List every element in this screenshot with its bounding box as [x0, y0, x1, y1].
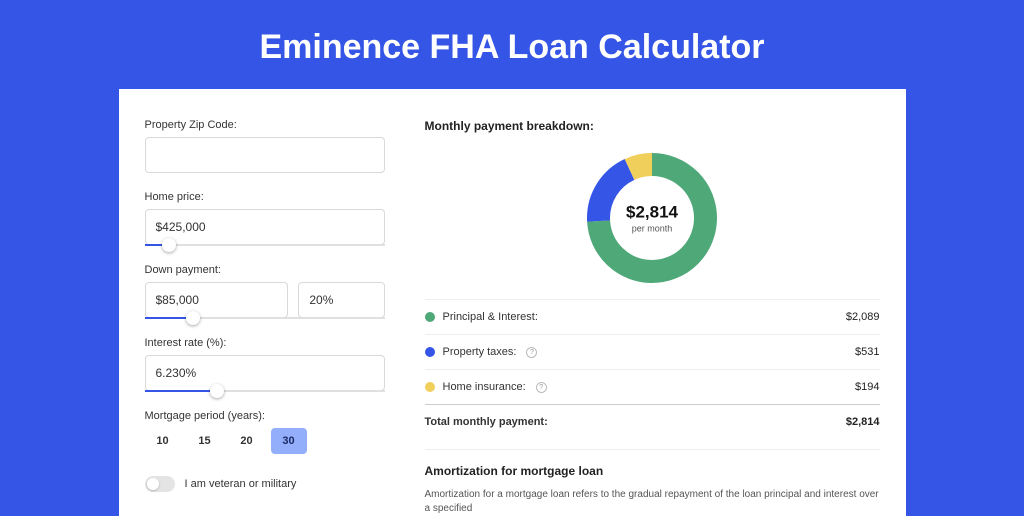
- down-payment-label: Down payment:: [145, 264, 385, 276]
- amortization-title: Amortization for mortgage loan: [425, 464, 880, 478]
- info-icon[interactable]: ?: [526, 347, 537, 358]
- home-price-slider-thumb[interactable]: [162, 238, 176, 252]
- down-payment-slider-thumb[interactable]: [186, 311, 200, 325]
- veteran-toggle-knob: [147, 478, 159, 490]
- breakdown-swatch: [425, 382, 435, 392]
- breakdown-column: Monthly payment breakdown: $2,814 per mo…: [425, 119, 880, 516]
- donut-center: $2,814 per month: [626, 203, 678, 234]
- interest-rate-slider-thumb[interactable]: [210, 384, 224, 398]
- breakdown-line-value: $531: [855, 346, 879, 358]
- breakdown-line-left: Principal & Interest:: [425, 311, 538, 323]
- period-btn-20[interactable]: 20: [229, 428, 265, 454]
- veteran-toggle[interactable]: [145, 476, 175, 492]
- down-payment-amount-input[interactable]: [145, 282, 289, 318]
- breakdown-total-line: Total monthly payment: $2,814: [425, 404, 880, 439]
- breakdown-line-label: Home insurance:: [443, 381, 526, 393]
- donut-chart: $2,814 per month: [587, 153, 717, 283]
- zip-label: Property Zip Code:: [145, 119, 385, 131]
- period-btn-15[interactable]: 15: [187, 428, 223, 454]
- breakdown-line-value: $194: [855, 381, 879, 393]
- period-btn-30[interactable]: 30: [271, 428, 307, 454]
- breakdown-swatch: [425, 312, 435, 322]
- mortgage-period-options: 10152030: [145, 428, 385, 454]
- zip-field-block: Property Zip Code:: [145, 119, 385, 173]
- page-title: Eminence FHA Loan Calculator: [0, 0, 1024, 89]
- home-price-block: Home price:: [145, 191, 385, 246]
- form-column: Property Zip Code: Home price: Down paym…: [145, 119, 385, 492]
- breakdown-total-value: $2,814: [846, 416, 880, 428]
- interest-rate-slider-fill: [145, 390, 217, 392]
- home-price-slider[interactable]: [145, 244, 385, 246]
- down-payment-slider[interactable]: [145, 317, 385, 319]
- breakdown-line-label: Principal & Interest:: [443, 311, 538, 323]
- interest-rate-slider[interactable]: [145, 390, 385, 392]
- info-icon[interactable]: ?: [536, 382, 547, 393]
- calculator-card: Property Zip Code: Home price: Down paym…: [119, 89, 906, 516]
- donut-center-amount: $2,814: [626, 203, 678, 223]
- breakdown-line: Principal & Interest: $2,089: [425, 299, 880, 334]
- donut-chart-wrap: $2,814 per month: [425, 145, 880, 299]
- interest-rate-label: Interest rate (%):: [145, 337, 385, 349]
- breakdown-line: Property taxes:? $531: [425, 334, 880, 369]
- donut-center-sub: per month: [626, 224, 678, 234]
- down-payment-block: Down payment:: [145, 264, 385, 319]
- breakdown-line-left: Home insurance:?: [425, 381, 547, 393]
- breakdown-total-label: Total monthly payment:: [425, 416, 548, 428]
- period-btn-10[interactable]: 10: [145, 428, 181, 454]
- breakdown-line-label: Property taxes:: [443, 346, 517, 358]
- veteran-toggle-label: I am veteran or military: [185, 478, 297, 490]
- veteran-toggle-row: I am veteran or military: [145, 476, 385, 492]
- mortgage-period-block: Mortgage period (years): 10152030: [145, 410, 385, 454]
- breakdown-lines: Principal & Interest: $2,089 Property taxe…: [425, 299, 880, 404]
- breakdown-line-value: $2,089: [846, 311, 880, 323]
- breakdown-swatch: [425, 347, 435, 357]
- breakdown-line-left: Property taxes:?: [425, 346, 538, 358]
- breakdown-line: Home insurance:? $194: [425, 369, 880, 404]
- interest-rate-block: Interest rate (%):: [145, 337, 385, 392]
- home-price-input[interactable]: [145, 209, 385, 245]
- zip-input[interactable]: [145, 137, 385, 173]
- mortgage-period-label: Mortgage period (years):: [145, 410, 385, 422]
- interest-rate-input[interactable]: [145, 355, 385, 391]
- amortization-block: Amortization for mortgage loan Amortizat…: [425, 449, 880, 516]
- down-payment-pct-input[interactable]: [298, 282, 384, 318]
- home-price-label: Home price:: [145, 191, 385, 203]
- breakdown-title: Monthly payment breakdown:: [425, 119, 880, 133]
